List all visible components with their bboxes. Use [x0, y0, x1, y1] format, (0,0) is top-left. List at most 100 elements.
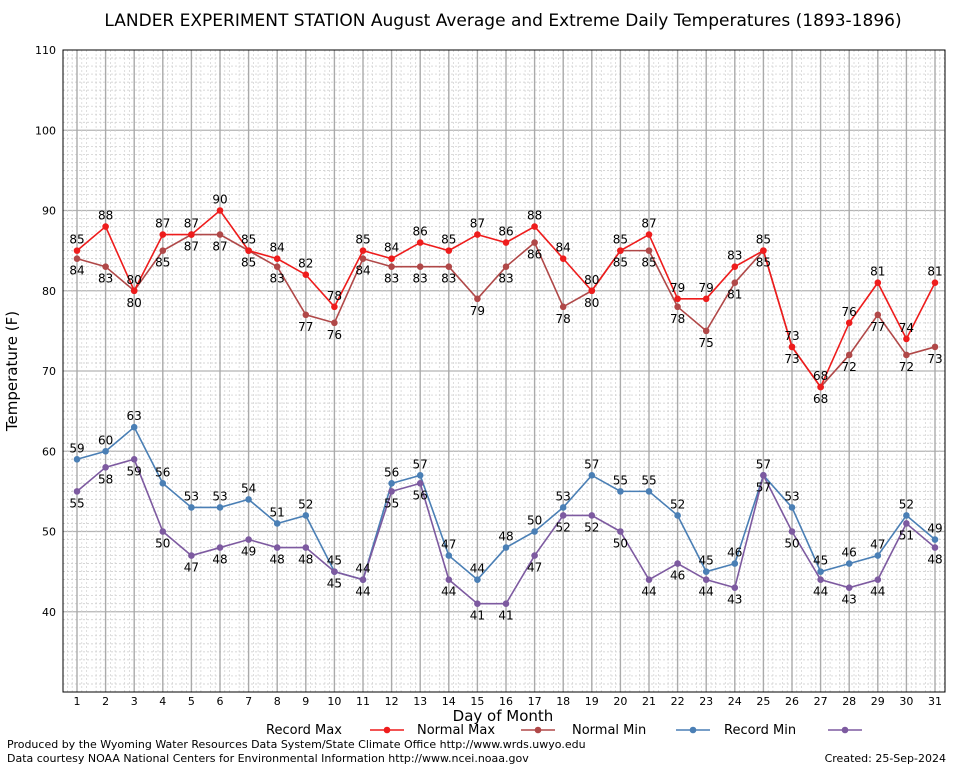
- data-label: 68: [813, 369, 828, 383]
- data-point: [102, 464, 109, 471]
- data-point: [416, 239, 424, 246]
- data-label: 48: [212, 553, 227, 567]
- x-tick-label: 8: [274, 695, 281, 708]
- legend-item: Record Max: [266, 723, 404, 738]
- legend-item: Normal Max: [417, 723, 555, 738]
- data-point: [903, 512, 910, 519]
- x-tick-label: 24: [728, 695, 742, 708]
- data-label: 59: [127, 464, 142, 478]
- data-point: [559, 504, 567, 511]
- data-point: [474, 295, 481, 303]
- data-point: [817, 576, 824, 583]
- data-point: [903, 520, 910, 527]
- series-record-min: [73, 455, 939, 608]
- data-point: [159, 231, 167, 238]
- data-point: [73, 455, 81, 463]
- data-point: [445, 247, 453, 254]
- data-label: 52: [670, 497, 685, 511]
- legend-item: Record Min: [724, 723, 862, 738]
- data-label: 85: [441, 233, 456, 247]
- data-point: [502, 263, 510, 270]
- data-point: [302, 544, 310, 551]
- y-tick-label: 90: [42, 205, 56, 218]
- series-normal-min: [73, 423, 939, 583]
- data-label: 44: [355, 585, 370, 599]
- x-tick-label: 22: [671, 695, 685, 708]
- data-point: [416, 472, 424, 479]
- data-point: [445, 552, 453, 559]
- data-label: 52: [556, 520, 571, 534]
- data-point: [617, 488, 624, 495]
- data-point: [731, 584, 739, 591]
- data-label: 73: [784, 352, 799, 366]
- legend: Record Max Normal Max Normal Min Record Min: [266, 723, 862, 738]
- data-point: [874, 311, 882, 319]
- data-label: 44: [355, 562, 370, 576]
- data-label: 81: [927, 265, 942, 279]
- x-tick-label: 19: [585, 695, 599, 708]
- data-label: 78: [670, 312, 685, 326]
- data-point: [931, 544, 939, 551]
- data-point: [645, 231, 653, 238]
- data-point: [388, 488, 395, 495]
- x-tick-label: 2: [102, 695, 109, 708]
- data-point: [273, 255, 281, 262]
- data-point: [502, 600, 510, 608]
- data-label: 79: [470, 304, 485, 318]
- x-tick-label: 27: [814, 695, 828, 708]
- data-point: [874, 552, 882, 559]
- data-point: [702, 568, 710, 575]
- data-point: [903, 335, 910, 343]
- data-label: 77: [870, 320, 885, 334]
- data-point: [245, 247, 252, 254]
- data-label: 44: [870, 585, 885, 599]
- data-point: [73, 255, 81, 262]
- data-label: 80: [584, 273, 599, 287]
- x-tick-label: 6: [217, 695, 224, 708]
- legend-label: Normal Min: [572, 723, 646, 738]
- data-point: [531, 223, 538, 230]
- data-label: 85: [155, 256, 170, 270]
- x-tick-label: 12: [385, 695, 399, 708]
- data-point: [130, 287, 138, 295]
- data-point: [502, 239, 510, 246]
- data-label: 85: [641, 256, 656, 270]
- legend-swatch-marker: [383, 726, 391, 734]
- x-tick-label: 31: [928, 695, 942, 708]
- data-label: 79: [670, 281, 685, 295]
- data-label: 84: [270, 241, 285, 255]
- data-labels: 85 88 80 87 87 90 85 84 82 78 85 84 86 85 87 86 88 84 80 85…: [69, 193, 942, 623]
- data-label: 87: [155, 217, 170, 231]
- y-tick-label: 70: [42, 365, 56, 378]
- data-label: 47: [870, 538, 885, 552]
- data-label: 85: [69, 233, 84, 247]
- data-point: [617, 247, 624, 254]
- data-label: 87: [184, 240, 199, 254]
- footer-credit-noaa: Data courtesy NOAA National Centers for …: [7, 752, 529, 765]
- data-label: 83: [727, 249, 742, 263]
- data-point: [102, 447, 109, 455]
- data-point: [159, 247, 167, 254]
- y-tick-label: 60: [42, 445, 56, 458]
- footer-credit-wrds: Produced by the Wyoming Water Resources …: [7, 738, 586, 751]
- data-label: 56: [413, 488, 428, 502]
- x-tick-label: 21: [642, 695, 656, 708]
- data-label: 50: [784, 537, 799, 551]
- data-point: [788, 343, 796, 351]
- data-point: [388, 263, 395, 270]
- data-point: [359, 247, 367, 254]
- data-label: 51: [899, 528, 914, 542]
- data-label: 53: [184, 489, 199, 503]
- data-label: 83: [384, 272, 399, 286]
- y-tick-label: 100: [35, 124, 56, 137]
- x-tick-label: 15: [470, 695, 484, 708]
- data-point: [645, 576, 653, 583]
- data-point: [702, 327, 710, 335]
- data-point: [845, 560, 853, 567]
- data-point: [445, 263, 453, 270]
- data-label: 85: [613, 233, 628, 247]
- x-tick-label: 29: [871, 695, 885, 708]
- data-label: 60: [98, 433, 113, 447]
- data-label: 43: [842, 593, 857, 607]
- data-label: 85: [241, 233, 256, 247]
